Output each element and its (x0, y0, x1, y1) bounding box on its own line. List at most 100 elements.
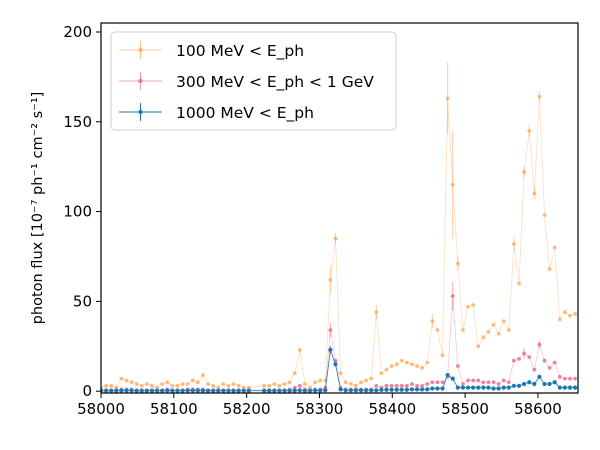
data-point (420, 365, 425, 370)
data-point (517, 356, 521, 361)
legend-marker (138, 47, 143, 53)
data-point (430, 319, 435, 324)
data-point (486, 385, 491, 390)
data-point (241, 388, 246, 393)
data-point (496, 331, 501, 336)
data-point (532, 191, 537, 196)
data-point (267, 388, 272, 393)
data-point (481, 385, 486, 390)
data-point (369, 388, 374, 393)
data-point (313, 380, 318, 385)
legend: 100 MeV < E_ph 300 MeV < E_ph < 1 GeV 1000… (110, 31, 397, 131)
data-point (471, 303, 476, 307)
data-point (154, 388, 160, 393)
data-point (287, 388, 292, 393)
data-point (231, 382, 236, 386)
data-point (455, 385, 460, 390)
data-point (414, 387, 420, 392)
data-point (409, 387, 415, 392)
data-point (297, 388, 302, 393)
data-point (425, 382, 430, 386)
data-point (384, 367, 389, 372)
data-point (415, 364, 419, 368)
data-point (562, 376, 567, 381)
data-point (338, 387, 343, 392)
data-point (323, 388, 328, 393)
data-point (430, 386, 435, 391)
data-point (389, 387, 394, 392)
data-point (226, 383, 231, 388)
y-tick-label: 0 (82, 382, 92, 400)
legend-marker (138, 78, 143, 84)
data-point (195, 388, 200, 393)
data-point (328, 277, 333, 282)
legend-marker (138, 109, 143, 115)
data-point (343, 380, 348, 385)
data-point (282, 382, 287, 386)
data-point (527, 355, 532, 359)
data-point (532, 381, 537, 387)
data-point (512, 358, 516, 363)
data-point (190, 378, 195, 383)
data-point (328, 347, 333, 352)
data-point (211, 383, 216, 388)
data-point (353, 388, 358, 393)
data-point (277, 388, 282, 393)
data-point (450, 182, 455, 187)
data-point (150, 383, 154, 388)
y-axis: 0 50 100 150 200 (63, 23, 101, 400)
data-point (359, 380, 363, 385)
data-point (481, 335, 486, 340)
data-point (573, 376, 577, 381)
x-tick-label: 58000 (77, 400, 125, 418)
data-point (476, 344, 481, 349)
data-point (374, 383, 379, 388)
data-point (195, 380, 200, 385)
data-point (557, 317, 562, 322)
data-point (522, 351, 527, 356)
data-point (440, 380, 445, 385)
data-point (547, 381, 552, 387)
legend-item-2: 1000 MeV < E_ph (119, 103, 314, 123)
data-point (124, 388, 129, 393)
data-point (491, 386, 496, 391)
data-point (506, 328, 511, 333)
data-point (568, 313, 572, 318)
data-point (542, 381, 547, 387)
data-point (292, 385, 297, 390)
data-point (363, 388, 369, 393)
data-point (476, 378, 481, 383)
data-point (119, 376, 124, 381)
data-point (103, 388, 109, 393)
data-point (180, 382, 185, 386)
data-point (200, 388, 206, 393)
data-point (211, 388, 216, 393)
data-point (557, 374, 562, 379)
data-point (109, 383, 114, 388)
data-point (297, 347, 302, 352)
data-point (557, 385, 562, 390)
data-point (435, 380, 440, 385)
data-point (185, 382, 190, 386)
data-point (527, 380, 532, 385)
data-point (450, 294, 455, 298)
data-point (353, 383, 358, 388)
x-tick-label: 58300 (296, 400, 344, 418)
data-point (455, 261, 460, 266)
data-point (180, 388, 185, 393)
data-point (491, 380, 496, 385)
legend-label: 1000 MeV < E_ph (176, 104, 314, 123)
data-point (466, 378, 470, 383)
data-point (206, 382, 210, 386)
data-point (134, 388, 139, 393)
data-point (303, 382, 307, 386)
data-point (328, 328, 333, 333)
data-point (369, 376, 374, 381)
data-point (384, 387, 389, 392)
data-point (486, 330, 491, 334)
data-point (307, 388, 313, 393)
data-point (262, 383, 267, 388)
data-point (491, 322, 496, 327)
data-point (440, 386, 445, 391)
data-point (364, 378, 368, 383)
